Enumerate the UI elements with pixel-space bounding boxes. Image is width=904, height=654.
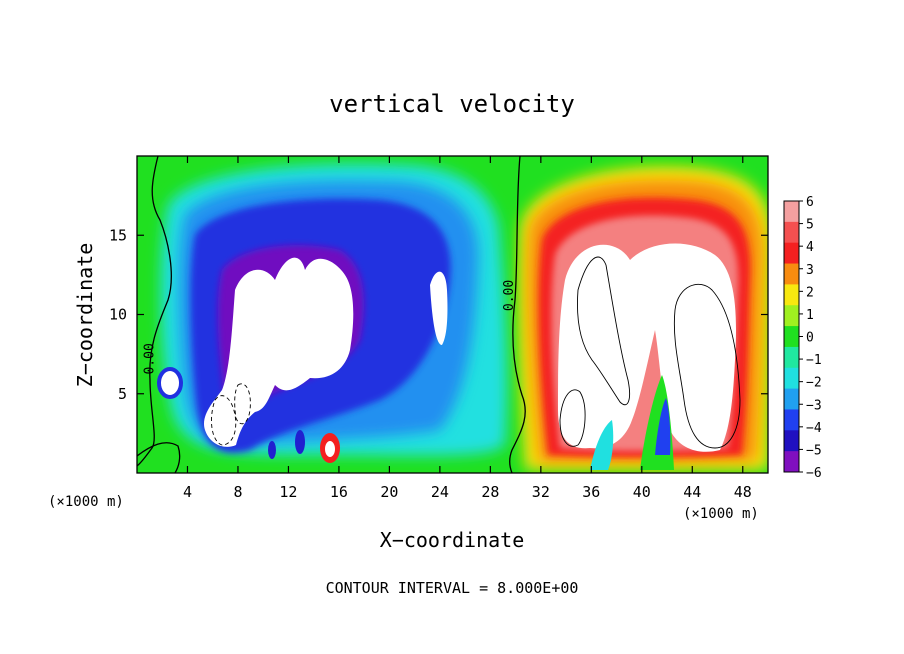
downdraft-small-cell [157,367,183,399]
colorbar-label: 1 [806,308,814,323]
colorbar-swatch [784,284,799,306]
x-unit-left: (×1000 m) [48,494,124,510]
colorbar-label: 0 [806,331,814,346]
downdraft-region [157,163,508,456]
downdraft-core-white [203,257,354,447]
updraft-contour-inner-right [673,283,741,449]
isolated-updraft-core [325,441,335,457]
x-tick-label: 28 [481,483,499,501]
colorbar-label: −2 [806,376,822,391]
colorbar-swatch [784,201,799,223]
updraft-region [518,166,768,470]
y-axis-label: Z−coordinate [73,243,97,388]
zero-contour-bottom-left [137,442,181,473]
colorbar-label: 5 [806,218,814,233]
isolated-downdraft-cell-2 [268,441,276,459]
colorbar-label: −6 [806,466,822,481]
colorbar-swatch [784,242,799,265]
colorbar-label: −5 [806,443,822,458]
x-tick-label: 8 [233,483,242,501]
contour-label: 0.00 [142,343,157,374]
colorbar-label: −4 [806,421,822,436]
y-axis-ticks: 5 10 15 [109,226,768,403]
x-tick-label: 4 [183,483,192,501]
updraft-blue-intrusion [655,398,671,455]
x-tick-label: 40 [633,483,651,501]
colorbar-swatch [784,305,799,327]
chart-title: vertical velocity [329,90,575,118]
colorbar-swatch [784,221,799,244]
updraft-contour-inner-left [577,256,631,406]
colorbar-swatch [784,326,799,348]
colorbar-label: 3 [806,263,814,278]
colorbar-label: 4 [806,240,814,255]
downdraft-side-cell [430,271,448,345]
x-tick-label: 12 [279,483,297,501]
colorbar-swatch [784,388,799,410]
y-tick-label: 5 [118,385,127,403]
colorbar-label: −3 [806,398,822,413]
colorbar-swatch [784,367,799,390]
colorbar-label: −1 [806,353,822,368]
colorbar [783,200,800,473]
contour-interval-footer: CONTOUR INTERVAL = 8.000E+00 [326,579,579,597]
x-axis-label: X−coordinate [380,528,525,552]
x-tick-label: 32 [532,483,550,501]
updraft-left-intrusion [590,420,614,470]
zero-contour-left [137,156,172,467]
colorbar-label: 2 [806,285,814,300]
heatmap-plot-area [137,156,768,473]
contour-lines [137,156,741,473]
colorbar-swatch [784,430,799,452]
x-unit-right: (×1000 m) [683,506,759,522]
colorbar-label: 6 [806,195,814,210]
small-features [268,430,340,463]
x-axis-ticks: 4 8 12 16 20 24 28 32 36 40 44 48 [183,156,752,501]
contour-label: 0.00 [502,280,517,311]
colorbar-swatch [784,409,799,431]
x-tick-label: 48 [734,483,752,501]
isolated-downdraft-cell [295,430,305,454]
colorbar-swatch [784,263,799,285]
colorbar-swatch [784,451,799,473]
y-tick-label: 15 [109,226,127,244]
colorbar-swatch [784,346,799,369]
x-tick-label: 24 [431,483,449,501]
updraft-contour-inner-left-2 [559,389,586,447]
x-tick-label: 16 [330,483,348,501]
x-tick-label: 20 [380,483,398,501]
contour-labels: 0.00 0.00 [142,280,517,375]
zero-contour-center [509,156,526,473]
downdraft-contour-dashed-2 [234,383,251,425]
y-tick-label: 10 [109,306,127,324]
x-tick-label: 44 [683,483,701,501]
x-tick-label: 36 [582,483,600,501]
colorbar-labels: 6 5 4 3 2 1 0 −1 −2 −3 −4 −5 −6 [799,195,822,481]
updraft-core-white [558,243,736,452]
